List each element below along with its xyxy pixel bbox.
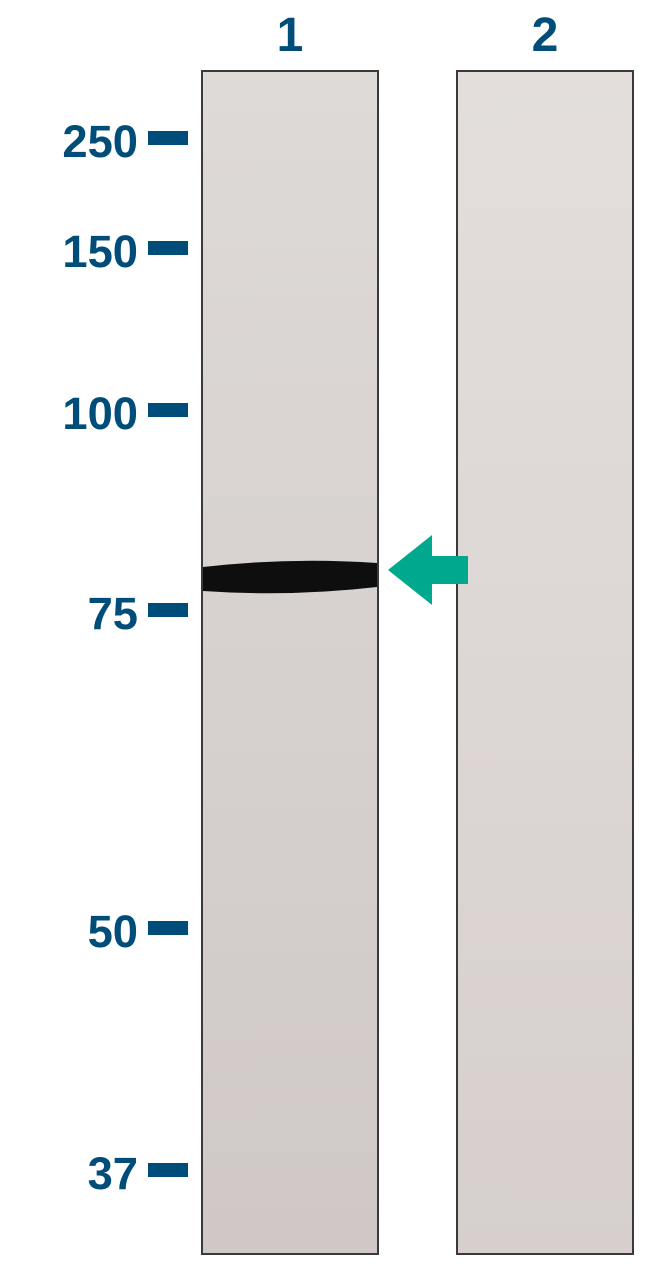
mw-label-250-text: 250	[62, 116, 138, 167]
mw-tick-100	[148, 403, 188, 417]
mw-tick-250	[148, 131, 188, 145]
mw-label-150: 150	[8, 226, 138, 278]
mw-label-50-text: 50	[88, 906, 138, 957]
mw-label-75-text: 75	[88, 588, 138, 639]
mw-label-100-text: 100	[62, 388, 138, 439]
mw-tick-75	[148, 603, 188, 617]
mw-tick-50	[148, 921, 188, 935]
mw-label-50: 50	[8, 906, 138, 958]
mw-tick-37	[148, 1163, 188, 1177]
mw-label-37-text: 37	[88, 1148, 138, 1199]
blot-figure: 1 2 250 150 100 75 50 37	[0, 0, 650, 1270]
lane-header-2: 2	[515, 8, 575, 63]
band-indicator-arrow	[388, 535, 468, 605]
mw-label-75: 75	[8, 588, 138, 640]
lane-header-1: 1	[260, 8, 320, 63]
lane-2	[456, 70, 634, 1255]
mw-label-37: 37	[8, 1148, 138, 1200]
lane-1	[201, 70, 379, 1255]
lane-header-2-text: 2	[532, 9, 559, 62]
mw-tick-150	[148, 241, 188, 255]
mw-label-250: 250	[8, 116, 138, 168]
arrow-shaft-icon	[432, 556, 468, 584]
mw-label-150-text: 150	[62, 226, 138, 277]
mw-label-100: 100	[8, 388, 138, 440]
lane-header-1-text: 1	[277, 9, 304, 62]
arrow-head-icon	[388, 535, 432, 605]
lane-1-band	[203, 557, 377, 597]
